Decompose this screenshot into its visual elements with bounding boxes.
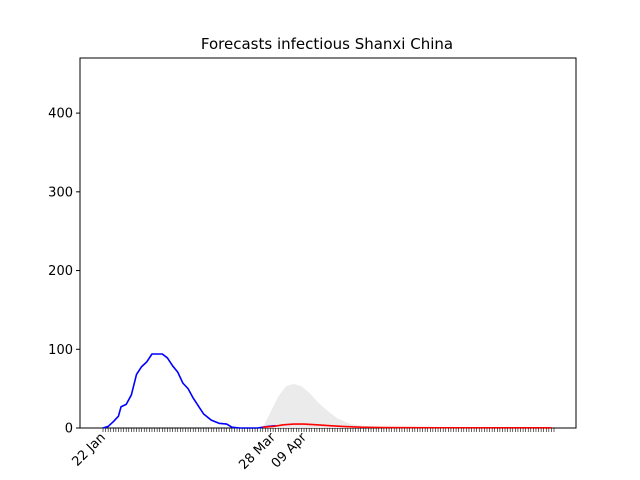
y-tick-label: 300: [48, 185, 73, 200]
x-tick-label: 22 Jan: [69, 430, 108, 469]
y-tick-label: 0: [65, 422, 73, 437]
y-axis: 0 100 200 300 400: [48, 107, 80, 437]
plot-frame: [79, 57, 577, 429]
forecast-line: [262, 423, 552, 429]
chart-title: Forecasts infectious Shanxi China: [201, 35, 453, 53]
x-tick-label: 09 Apr: [269, 430, 311, 472]
y-tick-label: 400: [48, 107, 73, 122]
plot-area: [79, 57, 577, 429]
y-tick-label: 100: [48, 343, 73, 358]
forecast-interval-band: [262, 383, 552, 428]
y-tick-label: 200: [48, 264, 73, 279]
observed-line: [102, 353, 276, 429]
forecast-interval-area: [262, 383, 552, 428]
series-lines: [102, 353, 552, 429]
